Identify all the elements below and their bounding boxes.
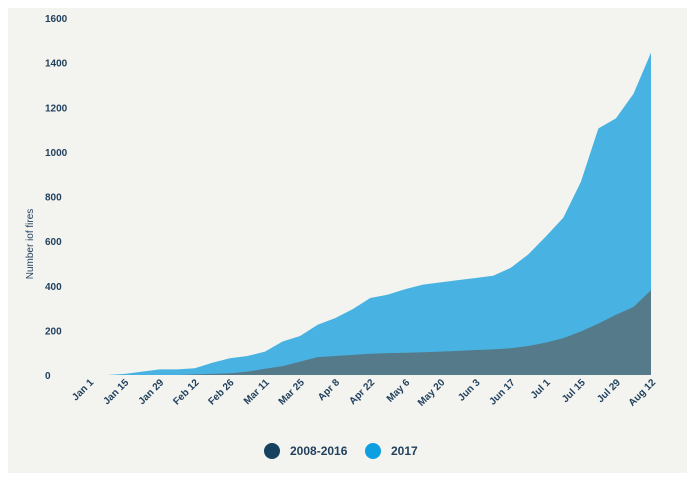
- y-tick-label: 1200: [45, 103, 68, 114]
- y-tick-label: 0: [45, 371, 51, 382]
- x-tick-label: Jul 15: [560, 377, 588, 405]
- x-tick-label: Apr 22: [347, 377, 377, 407]
- x-tick-label: Feb 12: [171, 377, 201, 407]
- x-tick-label: Mar 11: [242, 377, 272, 407]
- legend-swatch: [365, 443, 381, 459]
- x-tick-label: Feb 26: [206, 377, 236, 407]
- chart-panel: 0 200 400 600 800 1000 1200 1400 1600 Jan 1 Jan 1…: [8, 8, 687, 473]
- x-tick-label: May 20: [416, 377, 448, 409]
- x-tick-label: Jun 17: [487, 377, 517, 407]
- y-tick-label: 400: [45, 282, 62, 293]
- y-tick-label: 1400: [45, 59, 68, 70]
- area-chart: 0 200 400 600 800 1000 1200 1400 1600 Jan 1 Jan 1…: [25, 14, 658, 459]
- x-tick-label: Jan 1: [70, 377, 96, 403]
- y-tick-label: 1600: [45, 14, 68, 25]
- legend-label: 2017: [391, 444, 418, 458]
- legend-swatch: [264, 443, 280, 459]
- x-tick-label: Apr 8: [316, 377, 342, 403]
- legend-label: 2008-2016: [290, 444, 348, 458]
- x-tick-label: Jun 3: [456, 377, 483, 404]
- y-tick-label: 200: [45, 326, 62, 337]
- x-tick-label: Mar 25: [277, 377, 307, 407]
- x-tick-label: May 6: [385, 377, 413, 405]
- x-axis-ticks: Jan 1 Jan 15 Jan 29 Feb 12 Feb 26 Mar 11 Mar 2…: [70, 377, 658, 409]
- x-tick-label: Jan 15: [101, 377, 131, 407]
- area-series-1: [72, 290, 651, 375]
- y-axis-ticks: 0 200 400 600 800 1000 1200 1400 1600: [45, 14, 68, 382]
- area-series-0: [72, 52, 651, 375]
- x-tick-label: Jul 29: [595, 377, 623, 405]
- x-tick-label: Aug 12: [627, 377, 659, 409]
- y-tick-label: 600: [45, 237, 62, 248]
- y-axis-label: Number iof fires: [25, 209, 36, 280]
- y-tick-label: 1000: [45, 148, 68, 159]
- x-tick-label: Jul 1: [529, 377, 553, 401]
- legend: 2008-2016 2017: [264, 443, 418, 459]
- area-layer: [72, 52, 651, 375]
- x-tick-label: Jan 29: [137, 377, 167, 407]
- y-tick-label: 800: [45, 193, 62, 204]
